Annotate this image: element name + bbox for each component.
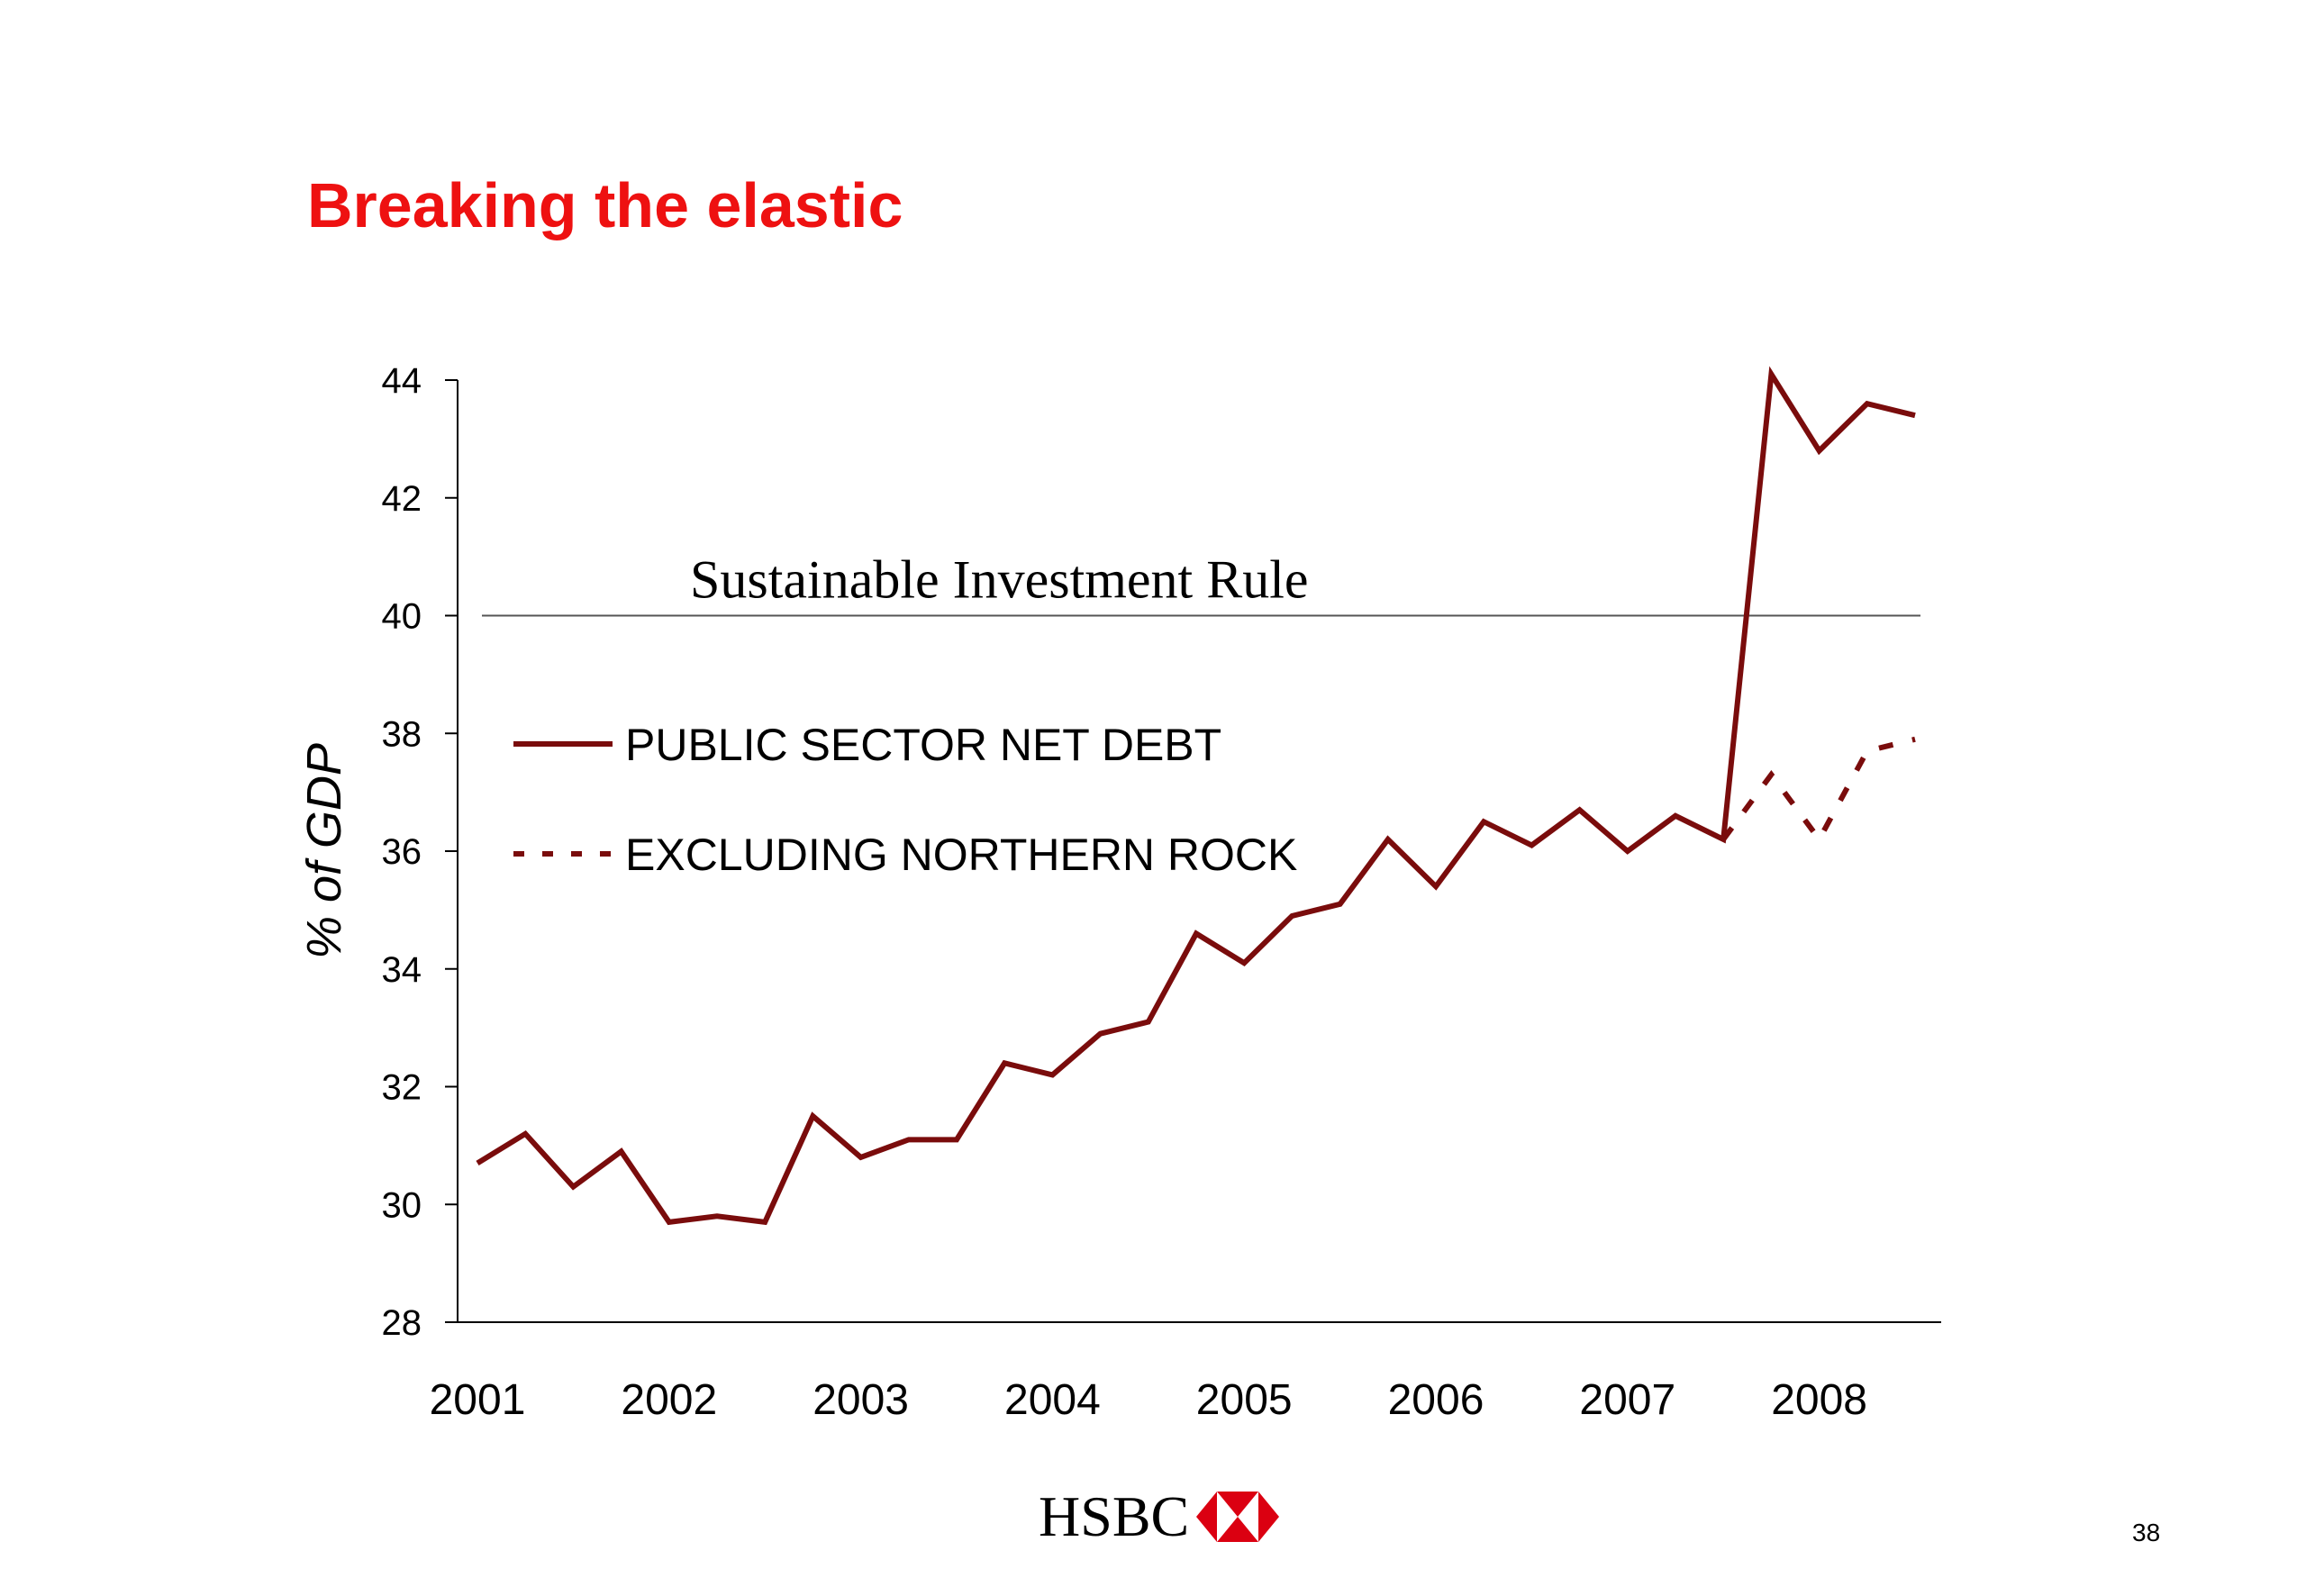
x-tick-label: 2008 (1771, 1376, 1867, 1424)
x-tick-label: 2005 (1196, 1376, 1293, 1424)
series-group (476, 366, 1916, 1226)
page-number: 38 (2132, 1519, 2161, 1546)
y-tick-label: 32 (382, 1068, 422, 1108)
y-tick-label: 30 (382, 1185, 422, 1225)
y-tick-label: 36 (382, 832, 422, 872)
x-tick-label: 2001 (430, 1376, 526, 1424)
y-tick-label: 40 (382, 597, 422, 637)
x-tick-label: 2007 (1579, 1376, 1675, 1424)
x-tick-label: 2002 (621, 1376, 717, 1424)
x-ticks: 2001 2002 2003 2004 2005 2006 2007 2008 (430, 1376, 1867, 1424)
series-line-public-sector-net-debt (476, 366, 1916, 1226)
x-tick-label: 2003 (813, 1376, 909, 1424)
legend-label: EXCLUDING NORTHERN ROCK (625, 830, 1297, 880)
y-axis-label: % of GDP (297, 743, 351, 959)
y-tick-label: 42 (382, 479, 422, 519)
hsbc-hexagon-icon (1196, 1492, 1279, 1542)
legend-label: PUBLIC SECTOR NET DEBT (625, 720, 1221, 770)
hsbc-wordmark: HSBC (1039, 1484, 1190, 1548)
y-ticks: 28 30 32 34 36 38 40 42 44 (382, 361, 458, 1343)
y-tick-label: 34 (382, 950, 422, 990)
series-line-excluding-northern-rock (1720, 736, 1916, 845)
slide-title: Breaking the elastic (307, 170, 903, 240)
x-tick-label: 2006 (1388, 1376, 1484, 1424)
y-tick-label: 28 (382, 1303, 422, 1343)
reference-line-label: Sustainable Investment Rule (690, 550, 1309, 610)
x-tick-label: 2004 (1004, 1376, 1101, 1424)
y-tick-label: 44 (382, 361, 422, 401)
y-tick-label: 38 (382, 714, 422, 754)
reference-line-group: Sustainable Investment Rule (482, 550, 1920, 617)
legend: PUBLIC SECTOR NET DEBT EXCLUDING NORTHERN… (513, 720, 1297, 880)
